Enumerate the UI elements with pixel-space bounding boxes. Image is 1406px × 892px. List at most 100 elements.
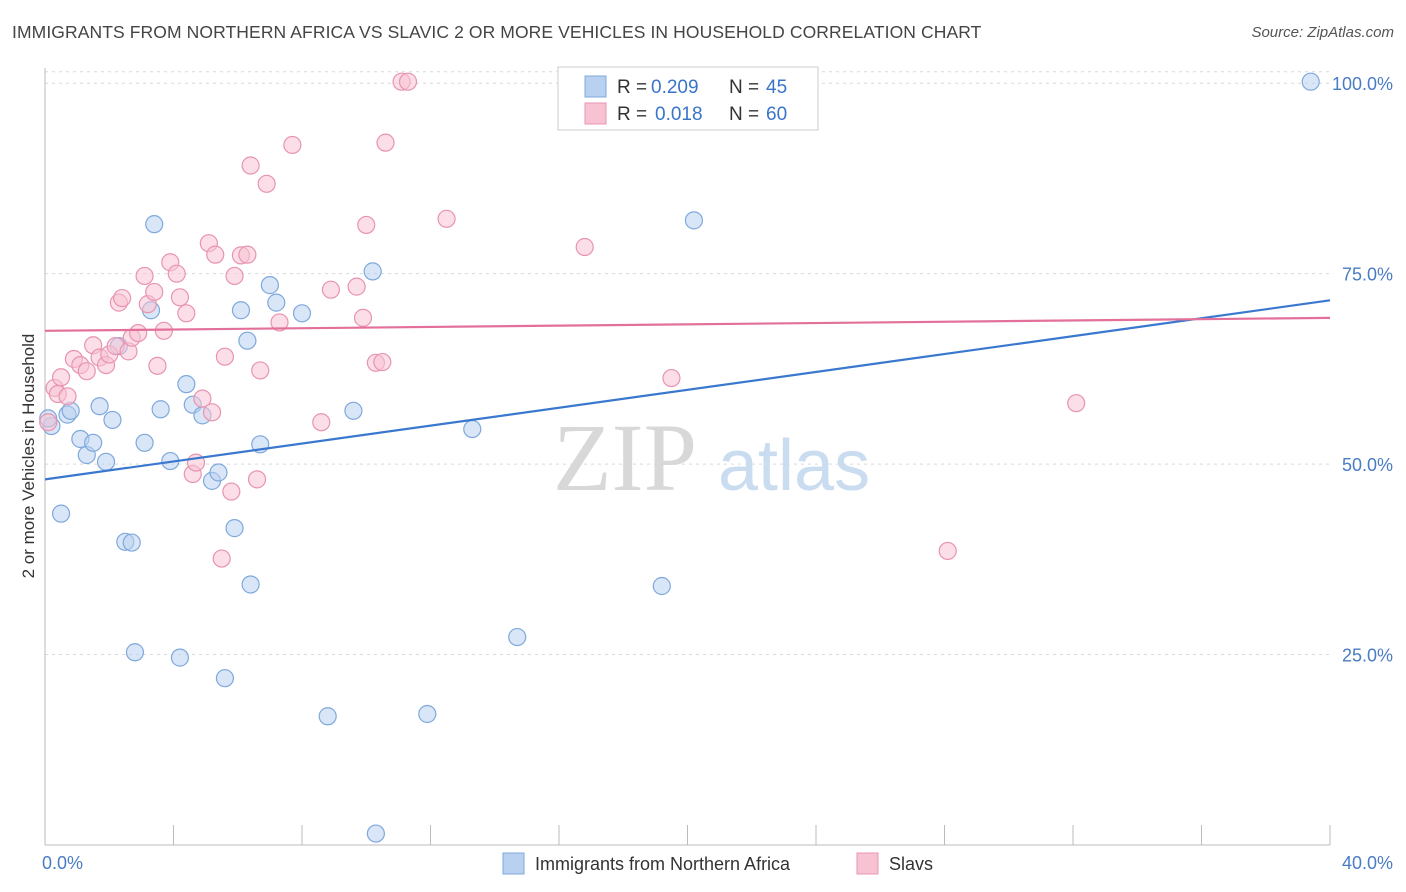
point-blue-31 [260,276,279,295]
series-legend-label-pink: Slavs [889,854,933,874]
y-tick-label-100: 100.0% [1332,74,1393,94]
axes: 25.0% 50.0% 75.0% 100.0% [44,68,1393,846]
watermark-zip-text: ZIP [553,404,697,511]
point-pink-4 [58,387,77,406]
point-pink-39 [241,156,260,175]
chart-title: IMMIGRANTS FROM NORTHERN AFRICA VS SLAVI… [12,22,982,42]
y-tick-label-50: 50.0% [1342,455,1393,475]
legend-r-label-blue: R = [617,77,647,98]
y-axis-title: 2 or more Vehicles in Household [19,334,38,579]
point-blue-6 [84,433,103,452]
legend-n-value-blue: 45 [766,77,787,98]
trend-line-blue [44,299,1331,481]
point-pink-43 [270,313,289,332]
x-tick-label-min: 0.0% [42,853,83,873]
point-pink-38 [238,245,257,264]
point-pink-22 [154,321,173,340]
point-pink-59 [1067,394,1086,413]
point-pink-49 [357,215,376,235]
point-blue-9 [103,410,122,430]
watermark-atlas-text: atlas [718,426,870,506]
point-blue-32 [267,293,286,312]
legend-swatch-pink [584,102,607,125]
point-pink-14 [112,288,132,308]
series-legend: Immigrants from Northern Africa Slavs [502,852,933,875]
point-blue-36 [363,262,382,281]
point-blue-8 [96,452,116,471]
point-blue-24 [209,463,228,482]
point-blue-15 [145,215,164,234]
point-blue-37 [366,824,385,843]
point-pink-44 [283,135,302,155]
point-blue-1 [51,504,71,523]
watermark: ZIP atlas [553,404,870,511]
series-legend-swatch-blue [502,852,525,875]
point-pink-46 [321,280,341,299]
point-pink-57 [662,368,681,388]
point-pink-48 [353,308,373,327]
legend-n-label-pink: N = [729,104,759,125]
legend-r-value-pink: 0.018 [655,104,703,125]
point-blue-17 [151,400,170,419]
point-pink-58 [938,541,957,561]
point-blue-38 [418,704,437,724]
point-blue-35 [344,401,363,420]
point-blue-43 [1301,72,1320,91]
legend-r-label-pink: R = [617,104,647,125]
point-blue-33 [292,304,312,323]
point-blue-27 [231,301,251,320]
point-pink-33 [212,549,231,568]
point-blue-19 [170,648,190,667]
point-blue-20 [177,375,196,394]
point-pink-34 [215,347,234,366]
point-pink-40 [247,470,267,489]
point-pink-3 [51,368,71,387]
point-blue-13 [125,643,145,662]
point-pink-29 [193,389,212,408]
point-pink-42 [257,174,276,193]
point-blue-26 [225,519,244,538]
point-pink-45 [312,413,331,432]
point-blue-41 [652,576,671,596]
point-pink-41 [251,361,270,380]
point-pink-26 [177,304,196,323]
point-pink-20 [145,282,164,302]
point-blue-39 [463,419,482,439]
point-pink-55 [437,209,456,228]
legend-n-label-blue: N = [729,77,759,98]
point-pink-54 [398,72,418,91]
point-pink-0 [39,413,58,432]
stats-legend: R = 0.209 N = 45 R = 0.018 N = 60 [557,66,819,131]
point-pink-35 [222,482,241,501]
point-pink-32 [206,245,225,264]
data-points [39,72,1320,843]
point-pink-18 [135,266,154,286]
point-pink-25 [170,288,190,307]
point-pink-56 [575,237,594,257]
point-blue-28 [238,331,257,350]
point-pink-17 [129,323,148,343]
point-pink-52 [376,133,395,152]
y-tick-label-25: 25.0% [1342,646,1393,666]
point-pink-21 [148,356,167,375]
point-pink-36 [225,266,244,286]
trend-lines [44,299,1331,481]
point-blue-7 [90,397,109,416]
point-blue-25 [215,669,234,688]
point-blue-12 [122,533,141,552]
x-tick-label-max: 40.0% [1342,853,1393,873]
point-blue-42 [684,211,704,230]
trend-line-pink [44,316,1331,332]
y-tick-label-75: 75.0% [1342,265,1393,285]
point-blue-29 [241,575,260,594]
point-blue-34 [318,707,337,726]
point-pink-31 [202,403,222,422]
legend-swatch-blue [584,75,607,98]
point-pink-47 [347,277,366,296]
series-legend-swatch-pink [856,852,879,875]
grid-lines [45,71,1330,656]
legend-n-value-pink: 60 [766,104,787,125]
point-blue-40 [508,627,527,647]
series-legend-label-blue: Immigrants from Northern Africa [535,854,791,874]
